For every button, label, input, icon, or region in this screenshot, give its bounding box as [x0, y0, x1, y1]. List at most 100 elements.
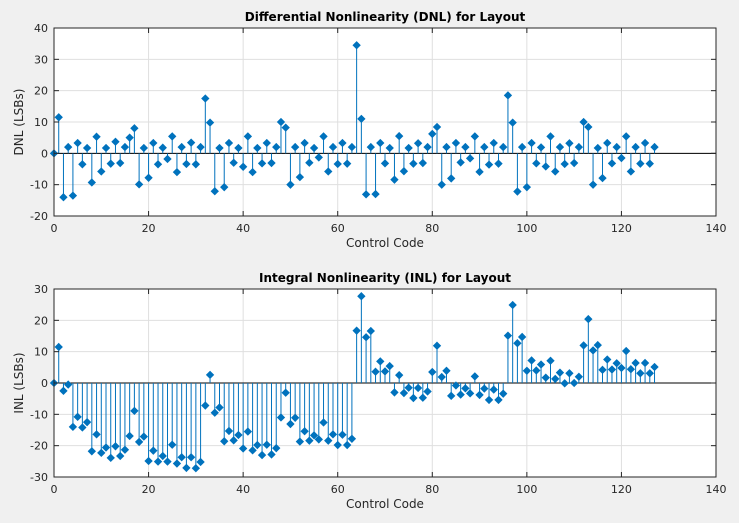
- inl-marker: [328, 430, 338, 439]
- dnl-marker: [248, 167, 257, 177]
- dnl-marker: [196, 142, 205, 152]
- inl-marker: [456, 390, 465, 399]
- dnl-marker: [130, 124, 139, 133]
- inl-marker: [168, 440, 177, 449]
- dnl-marker: [447, 174, 456, 183]
- inl-marker: [631, 358, 640, 368]
- dnl-marker: [461, 142, 470, 152]
- dnl-marker: [631, 142, 640, 152]
- inl-marker: [626, 365, 636, 374]
- inl-marker: [560, 379, 569, 388]
- dnl-marker: [201, 94, 210, 103]
- dnl-marker: [267, 158, 276, 168]
- inl-y-tick-label: 20: [34, 314, 48, 327]
- inl-marker: [565, 369, 574, 378]
- dnl-marker: [97, 167, 106, 176]
- dnl-marker: [480, 142, 489, 152]
- inl-marker: [399, 388, 409, 398]
- dnl-series: [49, 41, 659, 202]
- inl-marker: [432, 341, 442, 350]
- dnl-x-tick-label: 40: [236, 222, 250, 235]
- inl-marker: [248, 446, 257, 455]
- dnl-marker: [172, 167, 182, 177]
- inl-marker: [584, 314, 593, 324]
- inl-marker: [210, 408, 219, 417]
- inl-marker: [527, 356, 536, 365]
- dnl-marker: [305, 158, 314, 167]
- inl-marker: [361, 333, 371, 342]
- dnl-marker: [276, 117, 286, 127]
- dnl-marker: [125, 133, 134, 142]
- inl-marker: [120, 445, 130, 454]
- inl-marker: [215, 403, 224, 412]
- dnl-marker: [503, 91, 513, 100]
- dnl-marker: [168, 132, 177, 141]
- inl-marker: [513, 339, 522, 348]
- dnl-y-tick-label: 10: [34, 116, 48, 129]
- dnl-x-tick-label: 120: [611, 222, 632, 235]
- dnl-marker: [603, 138, 612, 148]
- inl-marker: [201, 401, 210, 410]
- inl-marker: [645, 369, 654, 378]
- inl-marker: [125, 431, 134, 441]
- inl-marker: [621, 346, 631, 356]
- inl-marker: [428, 367, 437, 377]
- dnl-marker: [527, 138, 536, 148]
- dnl-marker: [569, 158, 579, 168]
- dnl-marker: [636, 159, 645, 168]
- dnl-marker: [584, 122, 593, 132]
- dnl-marker: [153, 160, 163, 169]
- dnl-marker: [328, 142, 338, 152]
- inl-y-tick-label: -10: [30, 408, 48, 421]
- inl-marker: [196, 457, 205, 467]
- dnl-marker: [352, 41, 361, 50]
- dnl-marker: [64, 142, 73, 152]
- inl-marker: [598, 365, 607, 375]
- inl-marker: [253, 440, 262, 450]
- dnl-chart-title: Differential Nonlinearity (DNL) for Layo…: [245, 10, 526, 24]
- dnl-marker: [390, 175, 399, 184]
- inl-marker: [111, 442, 120, 451]
- dnl-marker: [357, 114, 366, 124]
- dnl-marker: [215, 143, 224, 153]
- inl-marker: [366, 326, 375, 336]
- inl-marker: [480, 384, 489, 393]
- inl-marker: [234, 430, 243, 440]
- inl-marker: [116, 451, 125, 461]
- dnl-marker: [640, 138, 650, 148]
- dnl-marker: [319, 132, 328, 141]
- dnl-marker: [338, 138, 347, 148]
- inl-marker: [92, 430, 101, 439]
- inl-marker: [281, 388, 290, 397]
- inl-marker: [309, 431, 319, 440]
- inl-x-tick-label: 20: [142, 483, 156, 496]
- dnl-marker: [395, 131, 404, 141]
- dnl-y-tick-label: -10: [30, 179, 48, 192]
- dnl-marker: [295, 172, 305, 182]
- dnl-marker: [106, 159, 115, 168]
- dnl-marker: [158, 143, 167, 152]
- dnl-x-tick-label: 20: [142, 222, 156, 235]
- inl-marker: [541, 373, 550, 382]
- dnl-chart-panel: 0 20 40 60 80 100 120 140 -20 -10 0 10 20 30 40 Differe…: [12, 10, 727, 250]
- dnl-marker: [101, 143, 111, 153]
- inl-marker: [395, 371, 404, 380]
- dnl-marker: [418, 158, 427, 168]
- dnl-marker: [465, 154, 475, 163]
- dnl-marker: [253, 143, 262, 153]
- inl-y-tick-label: -30: [30, 471, 48, 484]
- inl-marker: [205, 370, 215, 380]
- inl-marker: [186, 453, 196, 462]
- inl-marker: [182, 463, 191, 473]
- dnl-x-tick-label: 0: [51, 222, 58, 235]
- dnl-x-tick-label: 60: [331, 222, 345, 235]
- inl-marker: [579, 341, 588, 350]
- dnl-marker: [272, 142, 281, 152]
- dnl-marker: [73, 138, 82, 148]
- dnl-marker: [565, 139, 574, 148]
- inl-marker: [130, 406, 139, 416]
- dnl-y-axis-label: DNL (LSBs): [12, 89, 26, 156]
- inl-marker: [68, 422, 78, 432]
- inl-marker: [380, 367, 390, 376]
- dnl-marker: [111, 137, 120, 146]
